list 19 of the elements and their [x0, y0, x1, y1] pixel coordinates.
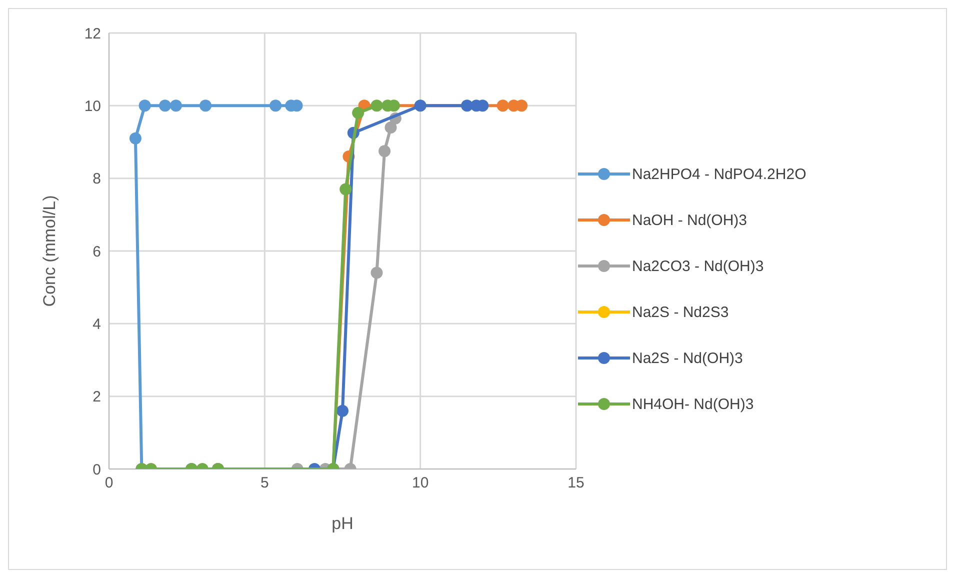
legend-label: Na2CO3 - Nd(OH)3 — [632, 258, 764, 274]
y-tick-label: 4 — [92, 316, 101, 333]
legend-label: Na2S - Nd2S3 — [632, 304, 729, 320]
legend-label: Na2S - Nd(OH)3 — [632, 350, 743, 366]
y-tick-label: 0 — [92, 461, 101, 478]
y-tick-label: 10 — [84, 98, 101, 115]
x-tick-label: 15 — [568, 474, 584, 492]
legend-label: NH4OH- Nd(OH)3 — [632, 396, 754, 412]
y-tick-label: 8 — [92, 170, 101, 188]
legend-label: Na2HPO4 - NdPO4.2H2O — [632, 166, 806, 182]
x-tick-label: 0 — [104, 474, 114, 492]
y-tick-label: 12 — [84, 25, 101, 42]
x-tick-label: 10 — [412, 474, 429, 492]
y-tick-label: 2 — [92, 388, 101, 406]
y-axis-title: Conc (mmol/L) — [40, 195, 60, 307]
legend-label: NaOH - Nd(OH)3 — [632, 212, 748, 228]
x-tick-label: 5 — [260, 474, 269, 492]
y-tick-label: 6 — [92, 243, 101, 260]
x-axis-title: pH — [332, 514, 354, 533]
